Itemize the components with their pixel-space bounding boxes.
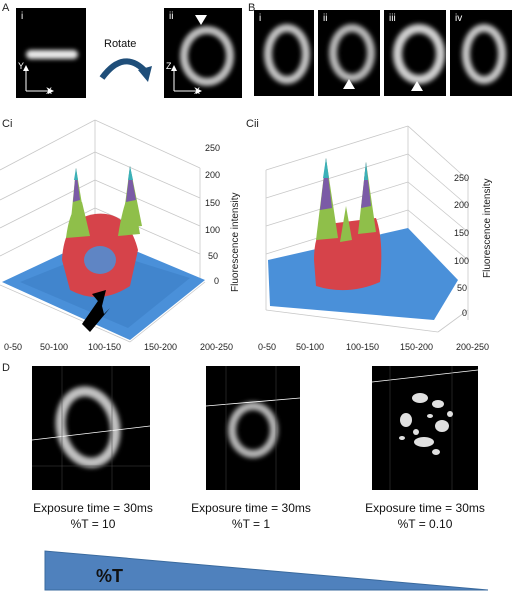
panel-d-image-2: [206, 366, 300, 490]
ci-ztick: 50: [208, 251, 219, 261]
rotate-text: Rotate: [104, 38, 137, 50]
panel-d-image-3: [372, 366, 478, 490]
arrowhead-icon: [343, 79, 355, 89]
cii-ztick: 100: [454, 256, 470, 266]
grid-overlay: [32, 366, 150, 490]
zx-axis-icon: [171, 65, 202, 94]
ci-ztick: 200: [205, 170, 221, 180]
axis-x-label: X: [46, 86, 53, 96]
ci-xtick: 200-250: [200, 342, 234, 352]
cell-side-view: [26, 50, 78, 59]
cii-ztick: 150: [454, 228, 470, 238]
ci-xtick: 150-200: [144, 342, 178, 352]
caption-3-exposure: Exposure time = 30ms: [365, 501, 485, 515]
ci-zaxis-label: Fluorescence intensity: [230, 192, 241, 293]
caption-1-transmission: %T = 10: [70, 517, 116, 531]
cii-xtick: 0-50: [258, 342, 277, 352]
cii-xtick: 150-200: [400, 342, 434, 352]
cii-ztick: 200: [454, 200, 470, 210]
caption-3: Exposure time = 30ms %T = 0.10: [350, 500, 500, 532]
panel-a-label: A: [2, 2, 10, 14]
caption-2-exposure: Exposure time = 30ms: [191, 501, 311, 515]
caption-2: Exposure time = 30ms %T = 1: [176, 500, 326, 532]
cell-ring: [462, 24, 506, 84]
arrowhead-icon: [195, 15, 207, 25]
caption-2-transmission: %T = 1: [231, 517, 271, 531]
surface-plot-ci: [0, 119, 206, 343]
cii-xtick: 200-250: [456, 342, 490, 352]
axis-x2-label: X: [194, 86, 201, 96]
panel-a-i-tag: i: [21, 11, 24, 22]
black-arrow-icon: [82, 298, 110, 332]
panel-d-image-1: [32, 366, 150, 490]
panel-b-label: B: [248, 2, 256, 14]
ci-xtick: 50-100: [40, 342, 69, 352]
panel-b-ii-tag: ii: [323, 13, 328, 24]
cii-ztick: 0: [462, 308, 468, 318]
noisy-cell: [372, 366, 478, 490]
panel-d-label: D: [2, 362, 10, 374]
cell-ring: [180, 26, 234, 86]
panel-a-i-image: i Y X: [16, 8, 86, 98]
axis-z-label: Z: [166, 61, 172, 71]
cell-ring: [264, 24, 310, 84]
ci-xtick: 0-50: [4, 342, 23, 352]
panel-cii-label: Cii: [246, 118, 259, 130]
panel-b-iv-image: iv: [450, 10, 512, 96]
xy-axis-icon: [23, 65, 54, 94]
arrowhead-icon: [411, 81, 423, 91]
ci-ztick: 150: [205, 198, 221, 208]
panel-b-i-image: i: [254, 10, 314, 96]
cii-ztick: 250: [454, 173, 470, 183]
transmission-wedge: [44, 550, 489, 591]
panel-b-iii-tag: iii: [389, 13, 396, 24]
wedge-label: %T: [96, 566, 123, 586]
panel-a-ii-tag: ii: [169, 11, 174, 22]
ci-ztick: 100: [205, 225, 221, 235]
caption-1-exposure: Exposure time = 30ms: [33, 501, 153, 515]
grid-overlay: [206, 366, 300, 490]
cell-ring: [228, 402, 278, 458]
panel-b-iii-image: iii: [384, 10, 446, 96]
caption-1: Exposure time = 30ms %T = 10: [18, 500, 168, 532]
panel-b-iv-tag: iv: [455, 13, 463, 24]
cii-xtick: 50-100: [296, 342, 325, 352]
panel-a-ii-image: ii Z X: [164, 8, 242, 98]
ci-ztick: 250: [205, 143, 221, 153]
cell-ring: [329, 24, 375, 82]
panel-ci-label: Ci: [2, 118, 13, 130]
panel-b-i-tag: i: [259, 13, 262, 24]
ci-ztick: 0: [214, 276, 220, 286]
caption-3-transmission: %T = 0.10: [397, 517, 453, 531]
panel-b-ii-image: ii: [318, 10, 380, 96]
ci-xtick: 100-150: [88, 342, 122, 352]
axis-y-label: Y: [18, 61, 25, 71]
cii-zaxis-label: Fluorescence intensity: [482, 178, 493, 279]
rotate-arrow-icon: [99, 58, 152, 82]
cii-ztick: 50: [457, 283, 468, 293]
surface-plot-cii: [265, 125, 469, 333]
cell-ring: [393, 24, 445, 84]
cii-xtick: 100-150: [346, 342, 380, 352]
